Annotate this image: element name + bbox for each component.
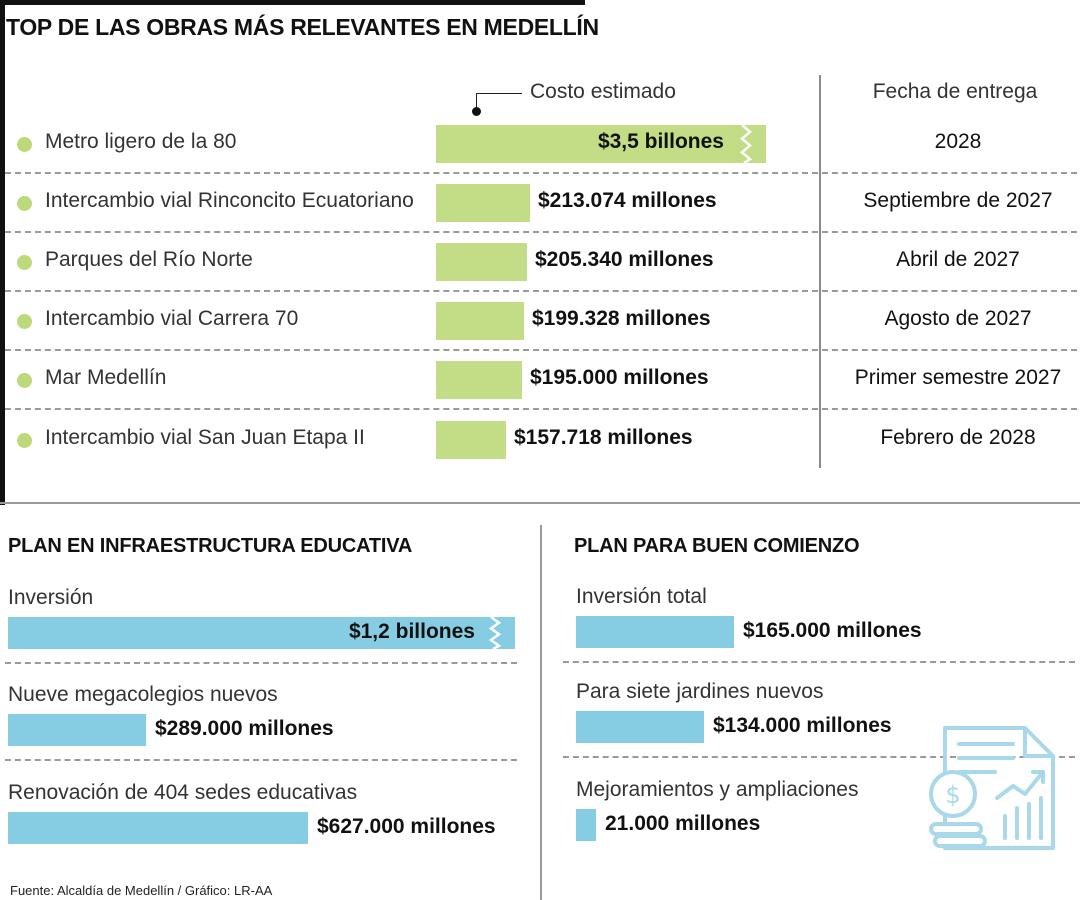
bullet-dot [17,373,32,388]
value-label: 21.000 millones [605,812,761,835]
row-divider [5,349,1077,351]
delivery-date: Septiembre de 2027 [863,189,1053,212]
pointer-line [476,93,477,112]
svg-text:$: $ [945,781,960,809]
bar [436,243,527,281]
item-label: Mejoramientos y ampliaciones [576,778,859,801]
column-divider-bottom [540,525,542,900]
value-label: $3,5 billones [597,130,724,153]
row-divider [5,172,1077,174]
section-divider [0,502,1080,504]
finance-document-icon: $ [929,726,1055,850]
table-row: Intercambio vial Carrera 70 $199.328 mill… [0,292,1080,350]
bullet-dot [17,255,32,270]
row-label: Intercambio vial San Juan Etapa II [45,426,365,449]
bar [436,184,530,222]
delivery-date: 2028 [934,130,982,153]
top-rule [0,0,585,5]
item-divider [563,661,1075,663]
value-label: $199.328 millones [532,307,711,330]
value-label: $627.000 millones [317,815,496,838]
buen-comienzo-title: PLAN PARA BUEN COMIENZO [574,535,860,557]
table-row: Mar Medellín $195.000 millones Primer seme… [0,351,1080,409]
bar [8,617,515,649]
bar [436,125,766,163]
delivery-date: Abril de 2027 [896,248,1020,271]
row-label: Intercambio vial Rinconcito Ecuatoriano [45,189,414,212]
delivery-date: Primer semestre 2027 [854,366,1062,389]
bullet-dot [17,196,32,211]
cost-header: Costo estimado [530,80,676,103]
row-label: Metro ligero de la 80 [45,130,237,153]
table-row: Intercambio vial San Juan Etapa II $157.7… [0,411,1080,469]
value-label: $165.000 millones [743,619,922,642]
value-label: $205.340 millones [535,248,714,271]
row-label: Parques del Río Norte [45,248,253,271]
row-label: Intercambio vial Carrera 70 [45,307,299,330]
item-label: Inversión [8,586,94,609]
education-plan-title: PLAN EN INFRAESTRUCTURA EDUCATIVA [8,535,413,557]
value-label: $1,2 billones [348,620,475,643]
row-divider [5,231,1077,233]
source-note: Fuente: Alcaldía de Medellín / Gráfico: … [10,883,273,898]
bar [576,616,734,648]
table-row: Parques del Río Norte $205.340 millones Ab… [0,233,1080,291]
bar [576,711,704,743]
value-label: $134.000 millones [713,714,892,737]
bar [8,714,146,746]
bar [8,812,308,844]
value-label: $213.074 millones [538,189,717,212]
item-label: Inversión total [576,585,707,608]
break-mark [488,617,502,649]
item-label: Nueve megacolegios nuevos [8,683,278,706]
table-row: Intercambio vial Rinconcito Ecuatoriano $… [0,174,1080,232]
bar [576,809,596,841]
value-label: $289.000 millones [155,717,334,740]
item-label: Renovación de 404 sedes educativas [8,781,358,804]
item-divider [5,759,517,761]
chart-title: TOP DE LAS OBRAS MÁS RELEVANTES EN MEDEL… [6,14,599,40]
pointer-dot [472,107,481,116]
bar [436,421,506,459]
item-label: Para siete jardines nuevos [576,680,824,703]
item-divider [5,662,517,664]
value-label: $195.000 millones [530,366,709,389]
value-label: $157.718 millones [514,426,693,449]
delivery-date: Agosto de 2027 [884,307,1032,330]
row-divider [5,408,1077,410]
bullet-dot [17,433,32,448]
bar [436,302,524,340]
table-row: Metro ligero de la 80 $3,5 billones 2028 [0,115,1080,173]
row-label: Mar Medellín [45,366,167,389]
delivery-date: Febrero de 2028 [880,426,1036,449]
bullet-dot [17,137,32,152]
column-divider [819,75,821,468]
pointer-line-horizontal [476,93,522,94]
break-mark [740,125,753,163]
item-divider [563,756,1075,758]
bar [436,361,522,399]
left-rule [0,0,5,505]
date-header: Fecha de entrega [872,80,1038,103]
row-divider [5,290,1077,292]
bullet-dot [17,314,32,329]
